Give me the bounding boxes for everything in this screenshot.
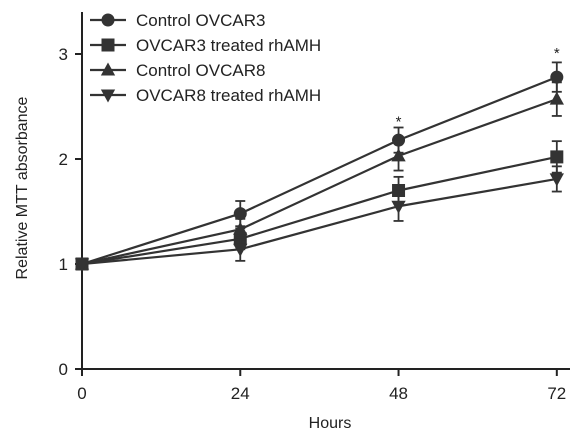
legend-marker bbox=[100, 89, 116, 103]
legend-item-4: OVCAR8 treated rhAMH bbox=[90, 86, 321, 105]
y-tick-label: 3 bbox=[59, 45, 68, 64]
y-tick-label: 2 bbox=[59, 150, 68, 169]
legend-marker bbox=[100, 62, 116, 76]
legend-item-1: Control OVCAR3 bbox=[90, 11, 265, 30]
significance-marker: * bbox=[554, 45, 560, 62]
y-axis-ticks: 0 1 2 3 bbox=[59, 45, 82, 379]
x-axis-label: Hours bbox=[309, 415, 352, 431]
legend-label: OVCAR8 treated rhAMH bbox=[136, 86, 321, 105]
legend-label: OVCAR3 treated rhAMH bbox=[136, 36, 321, 55]
series-line bbox=[81, 155, 558, 266]
legend: Control OVCAR3 OVCAR3 treated rhAMH Contro… bbox=[90, 11, 321, 105]
x-tick-label: 24 bbox=[231, 384, 250, 403]
legend-marker bbox=[101, 13, 115, 27]
series-4 bbox=[74, 165, 564, 272]
series-line bbox=[81, 98, 558, 266]
x-tick-label: 72 bbox=[547, 384, 566, 403]
legend-label: Control OVCAR8 bbox=[136, 61, 265, 80]
x-axis-ticks: 0 24 48 72 bbox=[77, 369, 566, 403]
x-tick-label: 48 bbox=[389, 384, 408, 403]
y-tick-label: 0 bbox=[59, 360, 68, 379]
data-point bbox=[392, 133, 406, 147]
data-point bbox=[392, 184, 406, 197]
legend-item-2: OVCAR3 treated rhAMH bbox=[90, 36, 321, 55]
data-point bbox=[233, 243, 248, 257]
significance-marker: * bbox=[396, 113, 402, 130]
legend-label: Control OVCAR3 bbox=[136, 11, 265, 30]
series-2 bbox=[75, 140, 564, 271]
data-point bbox=[233, 207, 247, 221]
annotations: ** bbox=[396, 45, 560, 130]
x-tick-label: 0 bbox=[77, 384, 86, 403]
legend-item-3: Control OVCAR8 bbox=[90, 61, 265, 80]
data-point bbox=[550, 70, 564, 84]
plot-area bbox=[74, 61, 564, 272]
axes bbox=[81, 12, 570, 370]
data-point bbox=[391, 148, 406, 162]
data-point bbox=[233, 221, 248, 235]
y-axis-label: Relative MTT absorbance bbox=[14, 96, 31, 279]
data-point bbox=[549, 91, 564, 105]
data-point bbox=[549, 173, 564, 187]
series-line bbox=[81, 76, 558, 266]
data-point bbox=[391, 200, 406, 214]
series-line bbox=[81, 177, 557, 266]
legend-marker bbox=[101, 38, 115, 52]
data-point bbox=[550, 150, 564, 164]
y-tick-label: 1 bbox=[59, 255, 68, 274]
data-point bbox=[74, 258, 90, 272]
